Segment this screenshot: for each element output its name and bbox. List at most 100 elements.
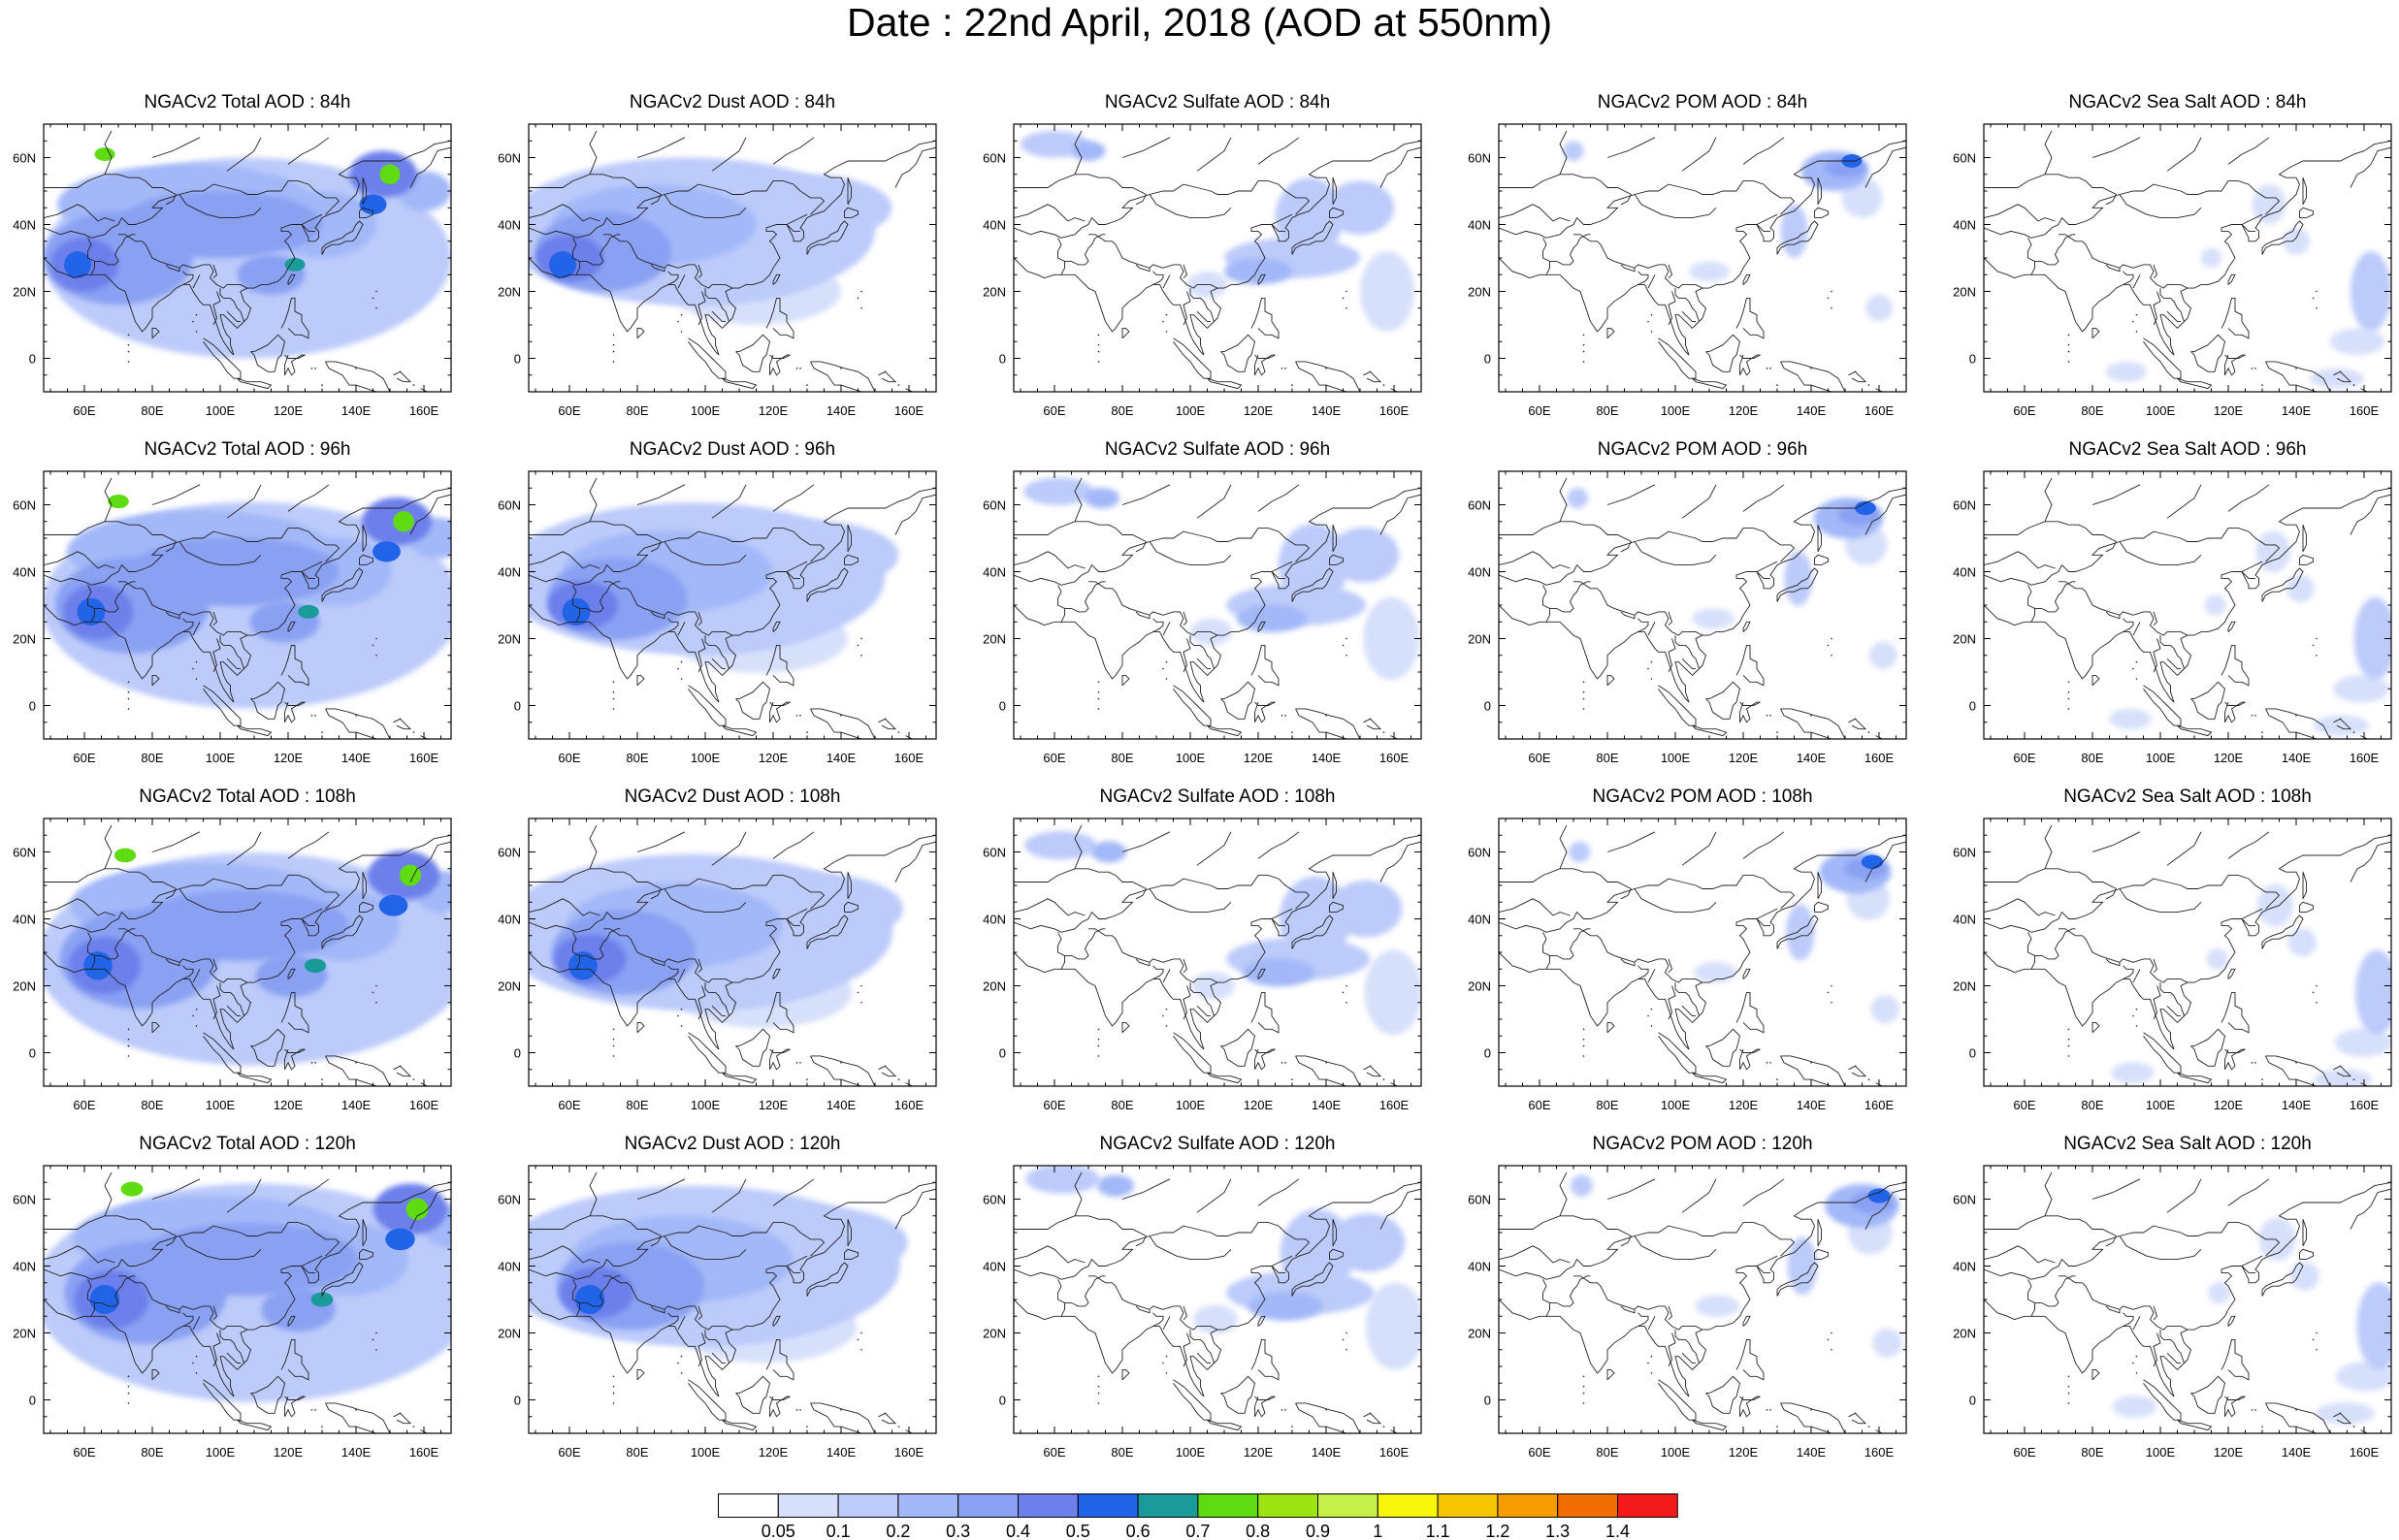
coast-line bbox=[321, 1262, 364, 1297]
map-panel-total-84: 60E 80E 100E 120E 140E 160E 60N 40N 20N 0 bbox=[13, 123, 452, 418]
coast-line bbox=[1189, 635, 1215, 669]
colorbar-label: 0.5 bbox=[1066, 1522, 1090, 1540]
coast-line bbox=[1060, 955, 1065, 970]
aod-patch bbox=[1364, 949, 1421, 1036]
island-dot bbox=[1097, 1055, 1100, 1057]
island-dot bbox=[1165, 678, 1168, 680]
island-dot bbox=[1902, 754, 1904, 756]
coast-line bbox=[1756, 213, 1778, 225]
coast-line bbox=[226, 1178, 262, 1213]
coast-line bbox=[301, 224, 315, 232]
island-dot bbox=[806, 384, 808, 386]
coast-line bbox=[664, 541, 747, 566]
island-dot bbox=[795, 368, 798, 369]
coast-line bbox=[182, 1312, 194, 1328]
island-dot bbox=[2135, 1372, 2138, 1374]
aod-patch bbox=[359, 194, 387, 215]
coast-line bbox=[280, 644, 309, 687]
lat-tick-label: 40N bbox=[1468, 218, 1491, 233]
island-dot bbox=[192, 667, 194, 670]
coast-line bbox=[1647, 969, 1656, 983]
coast-line bbox=[2227, 484, 2270, 512]
coast-line bbox=[1658, 1032, 1697, 1074]
coast-line bbox=[1152, 965, 1164, 980]
coast-line bbox=[878, 718, 897, 730]
coast-line bbox=[2350, 841, 2391, 882]
coast-line bbox=[1739, 701, 1761, 723]
lon-tick-label: 60E bbox=[2013, 751, 2035, 765]
coast-line bbox=[1735, 644, 1765, 687]
coast-line bbox=[90, 608, 95, 623]
island-dot bbox=[1776, 384, 1778, 386]
island-dot bbox=[2135, 660, 2138, 663]
island-dot bbox=[127, 1375, 130, 1378]
aod-patch bbox=[378, 894, 408, 916]
colorbar: 0.05 0.1 0.2 0.3 0.4 0.5 0.6 0.7 0.8 0.9 1 1.1 1.2 1.… bbox=[718, 1493, 1678, 1540]
panel-title: NGACv2 Sulfate AOD : 120h bbox=[1099, 1134, 1336, 1154]
coast-line bbox=[212, 264, 218, 279]
aod-patch bbox=[1096, 1174, 1135, 1197]
island-dot bbox=[321, 731, 323, 733]
island-dot bbox=[412, 1426, 415, 1428]
coast-line bbox=[1756, 1255, 1778, 1267]
lon-tick-label: 80E bbox=[626, 403, 648, 418]
coast-line bbox=[1220, 1375, 1255, 1414]
island-dot bbox=[1345, 306, 1347, 309]
lat-tick-label: 60N bbox=[1468, 498, 1491, 513]
coast-line bbox=[2241, 1255, 2263, 1267]
coast-line bbox=[2227, 968, 2236, 979]
coast-line bbox=[711, 310, 726, 323]
lon-tick-label: 160E bbox=[1379, 403, 1410, 418]
coast-line bbox=[1162, 1316, 1171, 1331]
island-dot bbox=[2135, 678, 2138, 680]
lon-tick-label: 80E bbox=[2081, 1098, 2103, 1112]
coast-line bbox=[2360, 1429, 2371, 1433]
lon-tick-label: 140E bbox=[2282, 403, 2312, 418]
coast-line bbox=[1074, 1171, 1083, 1216]
island-dot bbox=[1776, 1078, 1778, 1080]
coast-line bbox=[2143, 337, 2182, 379]
colorbar-swatch bbox=[1018, 1493, 1079, 1518]
island-dot bbox=[2067, 690, 2070, 693]
coast-line bbox=[1984, 551, 2056, 569]
island-dot bbox=[1325, 1409, 1327, 1411]
island-dot bbox=[1162, 1014, 1164, 1017]
lon-tick-label: 80E bbox=[2081, 403, 2103, 418]
coast-line bbox=[1014, 521, 1147, 542]
lon-tick-label: 120E bbox=[2214, 751, 2244, 765]
island-dot bbox=[2067, 343, 2070, 346]
island-dot bbox=[1647, 1014, 1649, 1017]
panel-title: NGACv2 Sea Salt AOD : 96h bbox=[2068, 439, 2307, 460]
coast-line bbox=[1271, 561, 1293, 572]
island-dot bbox=[1165, 1372, 1168, 1374]
island-dot bbox=[1582, 343, 1585, 346]
lon-tick-label: 100E bbox=[691, 403, 721, 418]
coast-line bbox=[772, 621, 781, 632]
coast-line bbox=[2105, 611, 2121, 620]
coast-line bbox=[636, 137, 686, 158]
lon-tick-label: 100E bbox=[1661, 1098, 1691, 1112]
coastlines bbox=[44, 130, 451, 392]
coast-line bbox=[420, 388, 431, 392]
coast-line bbox=[1332, 872, 1337, 900]
island-dot bbox=[2339, 1412, 2342, 1415]
coast-line bbox=[735, 334, 770, 372]
aod-patch bbox=[1024, 830, 1097, 860]
coast-line bbox=[2044, 824, 2053, 869]
coast-line bbox=[1817, 525, 1822, 553]
coast-line bbox=[529, 551, 600, 569]
map-axes bbox=[529, 123, 936, 393]
coast-line bbox=[722, 724, 758, 737]
lon-tick-label: 160E bbox=[1864, 1098, 1895, 1112]
island-dot bbox=[806, 731, 808, 733]
aod-patch bbox=[2204, 594, 2226, 616]
map-panel-dust-84: 60E 80E 100E 120E 140E 160E 60N 40N 20N 0 bbox=[498, 123, 937, 418]
island-dot bbox=[1650, 313, 1653, 316]
island-dot bbox=[310, 1409, 313, 1411]
coast-line bbox=[711, 137, 747, 172]
coast-line bbox=[603, 928, 733, 983]
island-dot bbox=[1417, 1102, 1419, 1104]
coast-line bbox=[847, 1219, 852, 1247]
island-dot bbox=[612, 1038, 615, 1041]
panel-title: NGACv2 Dust AOD : 120h bbox=[624, 1134, 841, 1154]
